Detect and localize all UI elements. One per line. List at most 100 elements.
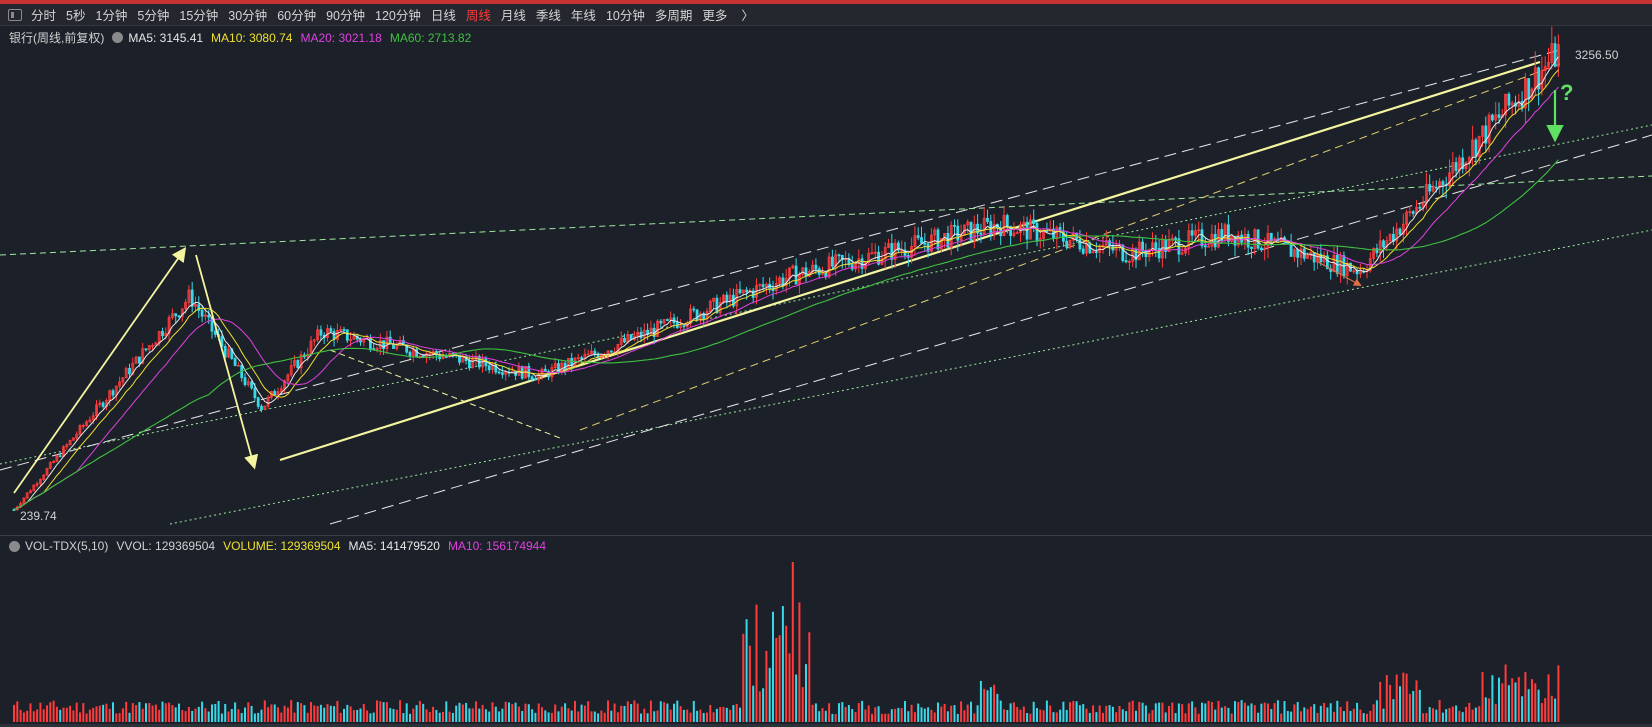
period-tab-10[interactable]: 周线 bbox=[465, 9, 491, 23]
volume-bar bbox=[1521, 696, 1524, 722]
candle-body bbox=[659, 320, 663, 324]
rally-arrow[interactable] bbox=[13, 247, 187, 494]
candle-body bbox=[72, 437, 75, 441]
volume-bar bbox=[973, 713, 976, 722]
indicator-menu-icon[interactable] bbox=[112, 32, 124, 43]
upper-channel-white[interactable] bbox=[0, 49, 1561, 471]
period-tab-8[interactable]: 120分钟 bbox=[375, 9, 421, 23]
upper-channel-green[interactable] bbox=[0, 175, 1652, 256]
volume-bar bbox=[877, 706, 880, 722]
period-tab-3[interactable]: 5分钟 bbox=[137, 9, 170, 23]
candle-body bbox=[718, 302, 722, 314]
volume-bar bbox=[270, 704, 273, 722]
drop-arrow[interactable] bbox=[195, 254, 259, 470]
candle-body bbox=[1200, 229, 1204, 247]
volume-bar bbox=[1210, 701, 1213, 722]
volume-bar bbox=[547, 712, 550, 722]
volume-bar bbox=[1441, 712, 1444, 722]
volume-bar bbox=[1197, 713, 1200, 722]
candle-body bbox=[616, 344, 620, 353]
volume-bar bbox=[1293, 704, 1296, 722]
decline-dashed[interactable] bbox=[329, 349, 561, 439]
volume-bar bbox=[1144, 705, 1147, 722]
candle-body bbox=[593, 350, 597, 355]
volume-bar bbox=[475, 701, 477, 722]
volume-bar bbox=[514, 702, 517, 722]
volume-bar bbox=[913, 712, 916, 722]
candle-body bbox=[289, 365, 293, 376]
period-tab-13[interactable]: 年线 bbox=[570, 9, 596, 23]
pullback-arrow[interactable] bbox=[1317, 261, 1362, 286]
candle-body bbox=[1137, 241, 1141, 261]
period-tab-7[interactable]: 90分钟 bbox=[326, 9, 365, 23]
candle-body bbox=[177, 315, 181, 318]
volume-bar bbox=[415, 705, 418, 722]
period-tab-11[interactable]: 月线 bbox=[500, 9, 526, 23]
volume-bar bbox=[1399, 686, 1401, 722]
volume-bar bbox=[128, 712, 131, 722]
volume-bar bbox=[230, 709, 233, 722]
high-price-label: 3256.50 bbox=[1575, 48, 1619, 62]
candle-body bbox=[741, 289, 745, 294]
volume-bar bbox=[811, 704, 814, 722]
candle-body bbox=[35, 483, 39, 486]
candle-body bbox=[966, 221, 970, 226]
more-chevron-icon[interactable]: 〉 bbox=[741, 9, 754, 23]
period-tab-9[interactable]: 日线 bbox=[430, 9, 456, 23]
candle-body bbox=[1557, 44, 1560, 67]
volume-bar bbox=[979, 680, 982, 722]
volume-bar bbox=[164, 703, 167, 722]
lower-channel-white[interactable] bbox=[329, 134, 1652, 525]
volume-bar bbox=[286, 707, 289, 722]
volume-bar bbox=[640, 713, 642, 722]
period-tab-6[interactable]: 60分钟 bbox=[277, 9, 317, 23]
period-tab-12[interactable]: 季线 bbox=[535, 9, 561, 23]
candle-body bbox=[936, 229, 940, 250]
volume-bar bbox=[1161, 702, 1164, 722]
volume-bar bbox=[369, 713, 372, 722]
lower-channel-green[interactable] bbox=[169, 229, 1652, 525]
volume-bar bbox=[897, 707, 900, 722]
candle-body bbox=[821, 272, 824, 275]
volume-bar bbox=[531, 709, 534, 722]
candle-body bbox=[1045, 230, 1049, 233]
period-tab-2[interactable]: 1分钟 bbox=[95, 9, 128, 23]
period-tab-4[interactable]: 15分钟 bbox=[179, 9, 219, 23]
volume-bar bbox=[1286, 710, 1289, 722]
period-tab-14[interactable]: 10分钟 bbox=[605, 9, 645, 23]
period-tab-5[interactable]: 30分钟 bbox=[228, 9, 268, 23]
volume-bar bbox=[471, 708, 474, 722]
candle-body bbox=[1382, 240, 1385, 248]
volume-menu-icon[interactable] bbox=[9, 540, 20, 552]
candle-body bbox=[1121, 244, 1125, 262]
pane-divider[interactable] bbox=[0, 535, 1652, 536]
volume-bar bbox=[1075, 701, 1078, 722]
candle-body bbox=[534, 378, 537, 381]
candle-body bbox=[580, 357, 583, 360]
period-tab-0[interactable]: 分时 bbox=[31, 9, 57, 23]
panel-toggle-icon[interactable] bbox=[8, 8, 22, 21]
candle-body bbox=[953, 224, 956, 227]
candle-body bbox=[540, 368, 544, 376]
volume-bar bbox=[904, 701, 906, 722]
mid-channel-green[interactable] bbox=[0, 124, 1652, 465]
period-tab-16[interactable]: 更多 bbox=[702, 9, 728, 23]
volume-bar bbox=[1016, 707, 1019, 722]
volume-bar bbox=[818, 711, 821, 722]
volume-bar bbox=[755, 604, 758, 722]
volume-bar bbox=[524, 703, 527, 722]
volume-bar bbox=[290, 700, 293, 722]
main-uptrend[interactable] bbox=[279, 60, 1541, 462]
period-tab-1[interactable]: 5秒 bbox=[66, 9, 86, 23]
candle-body bbox=[1250, 246, 1253, 250]
ma-line bbox=[13, 86, 1559, 511]
volume-bar bbox=[1257, 712, 1260, 722]
candle-body bbox=[939, 237, 943, 250]
candle-body bbox=[286, 374, 290, 382]
volume-bar bbox=[890, 709, 893, 722]
volume-bar bbox=[884, 713, 887, 722]
volume-bar bbox=[82, 703, 85, 722]
period-tab-15[interactable]: 多周期 bbox=[654, 9, 693, 23]
volume-bar bbox=[626, 701, 629, 722]
